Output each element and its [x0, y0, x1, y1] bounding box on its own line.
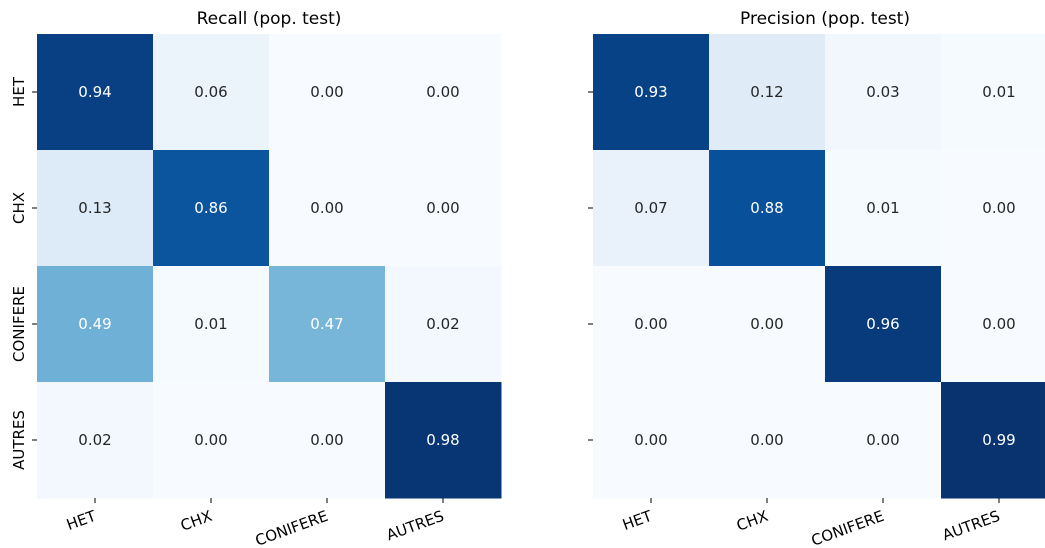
cell-value-label: 0.02 [426, 315, 459, 333]
heatmap-cell [825, 34, 942, 151]
cell-value-label: 0.00 [426, 199, 459, 217]
heatmap-cell [593, 34, 710, 151]
heatmap-cell [825, 382, 942, 499]
x-tick-label: HET [620, 507, 655, 534]
heatmap-cell [825, 266, 942, 383]
heatmap-cell [37, 150, 154, 267]
cell-value-label: 0.88 [750, 199, 783, 217]
cell-value-label: 0.01 [866, 199, 899, 217]
heatmap-cell [37, 382, 154, 499]
cell-value-label: 0.94 [78, 83, 111, 101]
cell-value-label: 0.13 [78, 199, 111, 217]
heatmap-cell [269, 150, 386, 267]
heatmap-cell [385, 382, 502, 499]
cell-value-label: 0.99 [982, 431, 1015, 449]
cell-value-label: 0.00 [310, 431, 343, 449]
y-tick-label: HET [10, 76, 28, 107]
cell-value-label: 0.00 [310, 83, 343, 101]
heatmap-cell [385, 150, 502, 267]
y-tick-label: CHX [10, 192, 28, 224]
cell-value-label: 0.00 [982, 315, 1015, 333]
cell-value-label: 0.01 [982, 83, 1015, 101]
heatmap-cell [153, 34, 270, 151]
precision-heatmap: Precision (pop. test) 0.93 0.12 0.03 0.01 0.0… [588, 9, 1045, 548]
heatmap-cell [941, 34, 1045, 151]
heatmap-cell [941, 150, 1045, 267]
heatmap-cell [269, 382, 386, 499]
heatmap-cell [593, 150, 710, 267]
x-tick-label: CHX [178, 507, 214, 535]
cell-value-label: 0.00 [310, 199, 343, 217]
cell-value-label: 0.49 [78, 315, 111, 333]
cell-value-label: 0.02 [78, 431, 111, 449]
heatmap-cell [385, 266, 502, 383]
cell-value-label: 0.93 [634, 83, 667, 101]
x-tick-label: AUTRES [384, 507, 446, 544]
cell-value-label: 0.00 [866, 431, 899, 449]
heatmap-cell [825, 150, 942, 267]
heatmap-cell [269, 266, 386, 383]
cell-value-label: 0.12 [750, 83, 783, 101]
cell-value-label: 0.00 [634, 315, 667, 333]
cell-value-label: 0.00 [426, 83, 459, 101]
heatmap-cell [153, 382, 270, 499]
cell-value-label: 0.00 [750, 315, 783, 333]
cell-value-label: 0.06 [194, 83, 227, 101]
heatmap-cell [153, 150, 270, 267]
cell-value-label: 0.98 [426, 431, 459, 449]
heatmap-cell [593, 266, 710, 383]
heatmap-cell [269, 34, 386, 151]
chart-title: Recall (pop. test) [197, 9, 342, 29]
cell-value-label: 0.00 [982, 199, 1015, 217]
x-tick-label: HET [64, 507, 99, 534]
cell-value-label: 0.00 [634, 431, 667, 449]
y-tick-label: CONIFERE [10, 286, 28, 362]
heatmap-cell [385, 34, 502, 151]
heatmap-cell [709, 34, 826, 151]
cell-value-label: 0.86 [194, 199, 227, 217]
heatmap-cell [941, 382, 1045, 499]
x-tick-label: AUTRES [940, 507, 1002, 544]
cell-value-label: 0.96 [866, 315, 899, 333]
heatmap-cell [709, 150, 826, 267]
cell-value-label: 0.47 [310, 315, 343, 333]
heatmap-cell [709, 266, 826, 383]
y-tick-label: AUTRES [10, 410, 28, 470]
x-tick-label: CONIFERE [809, 507, 887, 548]
cell-value-label: 0.00 [750, 431, 783, 449]
heatmap-cell [37, 266, 154, 383]
cell-value-label: 0.00 [194, 431, 227, 449]
heatmap-cell [37, 34, 154, 151]
cell-value-label: 0.07 [634, 199, 667, 217]
x-tick-label: CHX [734, 507, 770, 535]
heatmap-cell [153, 266, 270, 383]
x-tick-label: CONIFERE [253, 507, 331, 548]
chart-title: Precision (pop. test) [740, 9, 910, 29]
recall-heatmap: Recall (pop. test) 0.94 0.06 0.00 0.00 0.13 0.… [10, 9, 502, 548]
heatmap-cell [593, 382, 710, 499]
cell-value-label: 0.01 [194, 315, 227, 333]
cell-value-label: 0.03 [866, 83, 899, 101]
heatmap-cell [709, 382, 826, 499]
heatmap-cell [941, 266, 1045, 383]
